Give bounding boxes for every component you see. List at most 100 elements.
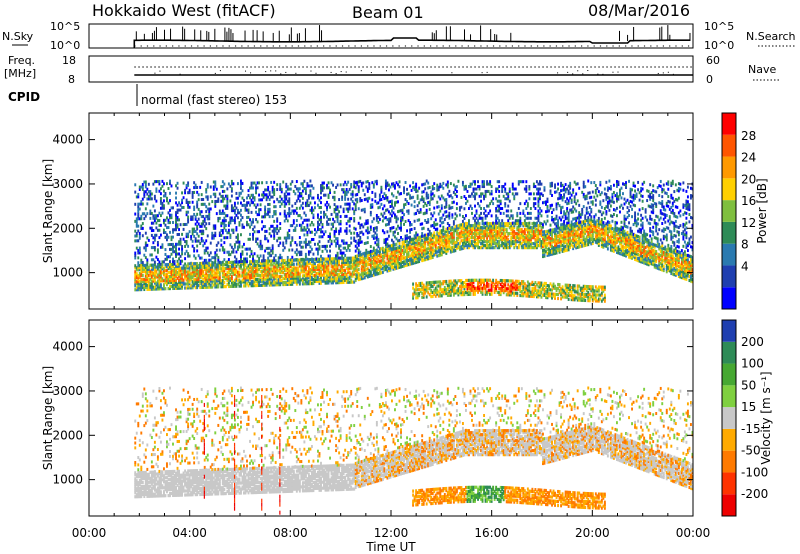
power-cell bbox=[354, 203, 357, 207]
power-cell bbox=[221, 231, 224, 235]
power-cell bbox=[149, 197, 152, 201]
power-cell bbox=[232, 218, 235, 222]
nsearch-dot bbox=[593, 45, 595, 47]
power-cell bbox=[436, 254, 439, 258]
power-cell bbox=[487, 182, 490, 186]
power-cell bbox=[206, 195, 209, 199]
power-cell bbox=[205, 205, 208, 209]
power-cell bbox=[179, 254, 182, 258]
power-cell bbox=[144, 281, 147, 285]
power-cell bbox=[365, 241, 368, 245]
power-cell bbox=[430, 284, 433, 289]
power-cell bbox=[472, 278, 475, 282]
power-cell bbox=[146, 283, 149, 287]
power-cell bbox=[439, 284, 442, 288]
power-cell bbox=[421, 227, 424, 231]
power-cell bbox=[424, 291, 427, 295]
power-cell bbox=[286, 258, 289, 263]
power-cell bbox=[194, 239, 197, 243]
power-cell bbox=[179, 259, 182, 263]
power-cell bbox=[273, 258, 276, 262]
power-cell bbox=[162, 283, 165, 287]
power-cell bbox=[303, 270, 306, 274]
power-cell bbox=[445, 241, 448, 245]
freq-dot bbox=[310, 70, 312, 72]
power-cell bbox=[375, 235, 378, 239]
power-cell bbox=[389, 266, 392, 270]
power-cell bbox=[241, 270, 244, 274]
power-cell bbox=[262, 195, 265, 199]
power-cell bbox=[348, 202, 351, 206]
power-cell bbox=[464, 225, 467, 230]
power-cell bbox=[212, 192, 215, 196]
power-cell bbox=[226, 204, 229, 208]
power-cell bbox=[227, 264, 230, 269]
power-cell bbox=[146, 263, 149, 267]
power-cell bbox=[351, 195, 354, 199]
power-cell bbox=[250, 266, 253, 270]
power-cell bbox=[162, 267, 165, 271]
power-cell bbox=[301, 182, 304, 186]
power-cell bbox=[348, 274, 351, 278]
power-cell bbox=[403, 191, 405, 195]
power-cell bbox=[150, 253, 153, 257]
nsearch-dot bbox=[436, 45, 438, 47]
power-cell bbox=[344, 180, 347, 184]
power-cell bbox=[141, 226, 144, 230]
power-cell bbox=[141, 197, 144, 201]
power-cell bbox=[253, 181, 256, 185]
power-cell bbox=[391, 263, 393, 268]
power-cell bbox=[362, 188, 365, 192]
freq-dot bbox=[587, 70, 589, 72]
power-cell bbox=[374, 256, 377, 261]
power-cell bbox=[362, 208, 365, 212]
power-cell bbox=[268, 259, 271, 263]
power-cell bbox=[309, 281, 312, 286]
power-cell bbox=[480, 207, 482, 211]
power-cell bbox=[428, 232, 431, 236]
power-cell bbox=[369, 227, 372, 231]
power-cell bbox=[190, 261, 193, 265]
power-cell bbox=[261, 220, 264, 224]
power-cell bbox=[310, 257, 313, 261]
power-cell bbox=[191, 200, 194, 204]
power-cell bbox=[468, 207, 470, 211]
power-cell bbox=[386, 237, 389, 241]
power-cell bbox=[464, 223, 467, 228]
power-cell bbox=[230, 206, 233, 210]
power-cell bbox=[421, 190, 424, 194]
power-cell bbox=[335, 244, 338, 248]
power-cell bbox=[416, 238, 419, 242]
power-cell bbox=[307, 276, 310, 280]
power-cell bbox=[452, 241, 455, 245]
power-cell bbox=[233, 268, 236, 272]
power-cell bbox=[265, 279, 268, 283]
power-cell bbox=[363, 258, 366, 262]
power-cell bbox=[455, 194, 458, 198]
power-cell bbox=[366, 180, 369, 184]
power-cell bbox=[252, 284, 254, 288]
power-cell bbox=[383, 252, 386, 256]
power-cell bbox=[371, 273, 374, 278]
power-cell bbox=[474, 238, 476, 242]
power-cell bbox=[279, 241, 282, 245]
power-cell bbox=[436, 250, 439, 254]
power-cell bbox=[250, 249, 253, 253]
power-cell bbox=[134, 256, 137, 260]
power-cell bbox=[446, 291, 449, 295]
power-cell bbox=[440, 206, 443, 210]
power-cell bbox=[187, 282, 190, 286]
power-cell bbox=[297, 197, 300, 201]
power-cell bbox=[338, 274, 341, 279]
power-cell bbox=[427, 281, 430, 285]
power-cell bbox=[265, 188, 268, 192]
power-cell bbox=[416, 194, 419, 198]
power-cell bbox=[336, 267, 339, 271]
power-cell bbox=[159, 199, 162, 203]
power-cell bbox=[267, 188, 270, 192]
power-cell bbox=[197, 263, 200, 268]
power-cell bbox=[427, 232, 430, 236]
power-cell bbox=[191, 284, 194, 288]
power-cell bbox=[236, 247, 239, 251]
power-cell bbox=[196, 275, 199, 280]
